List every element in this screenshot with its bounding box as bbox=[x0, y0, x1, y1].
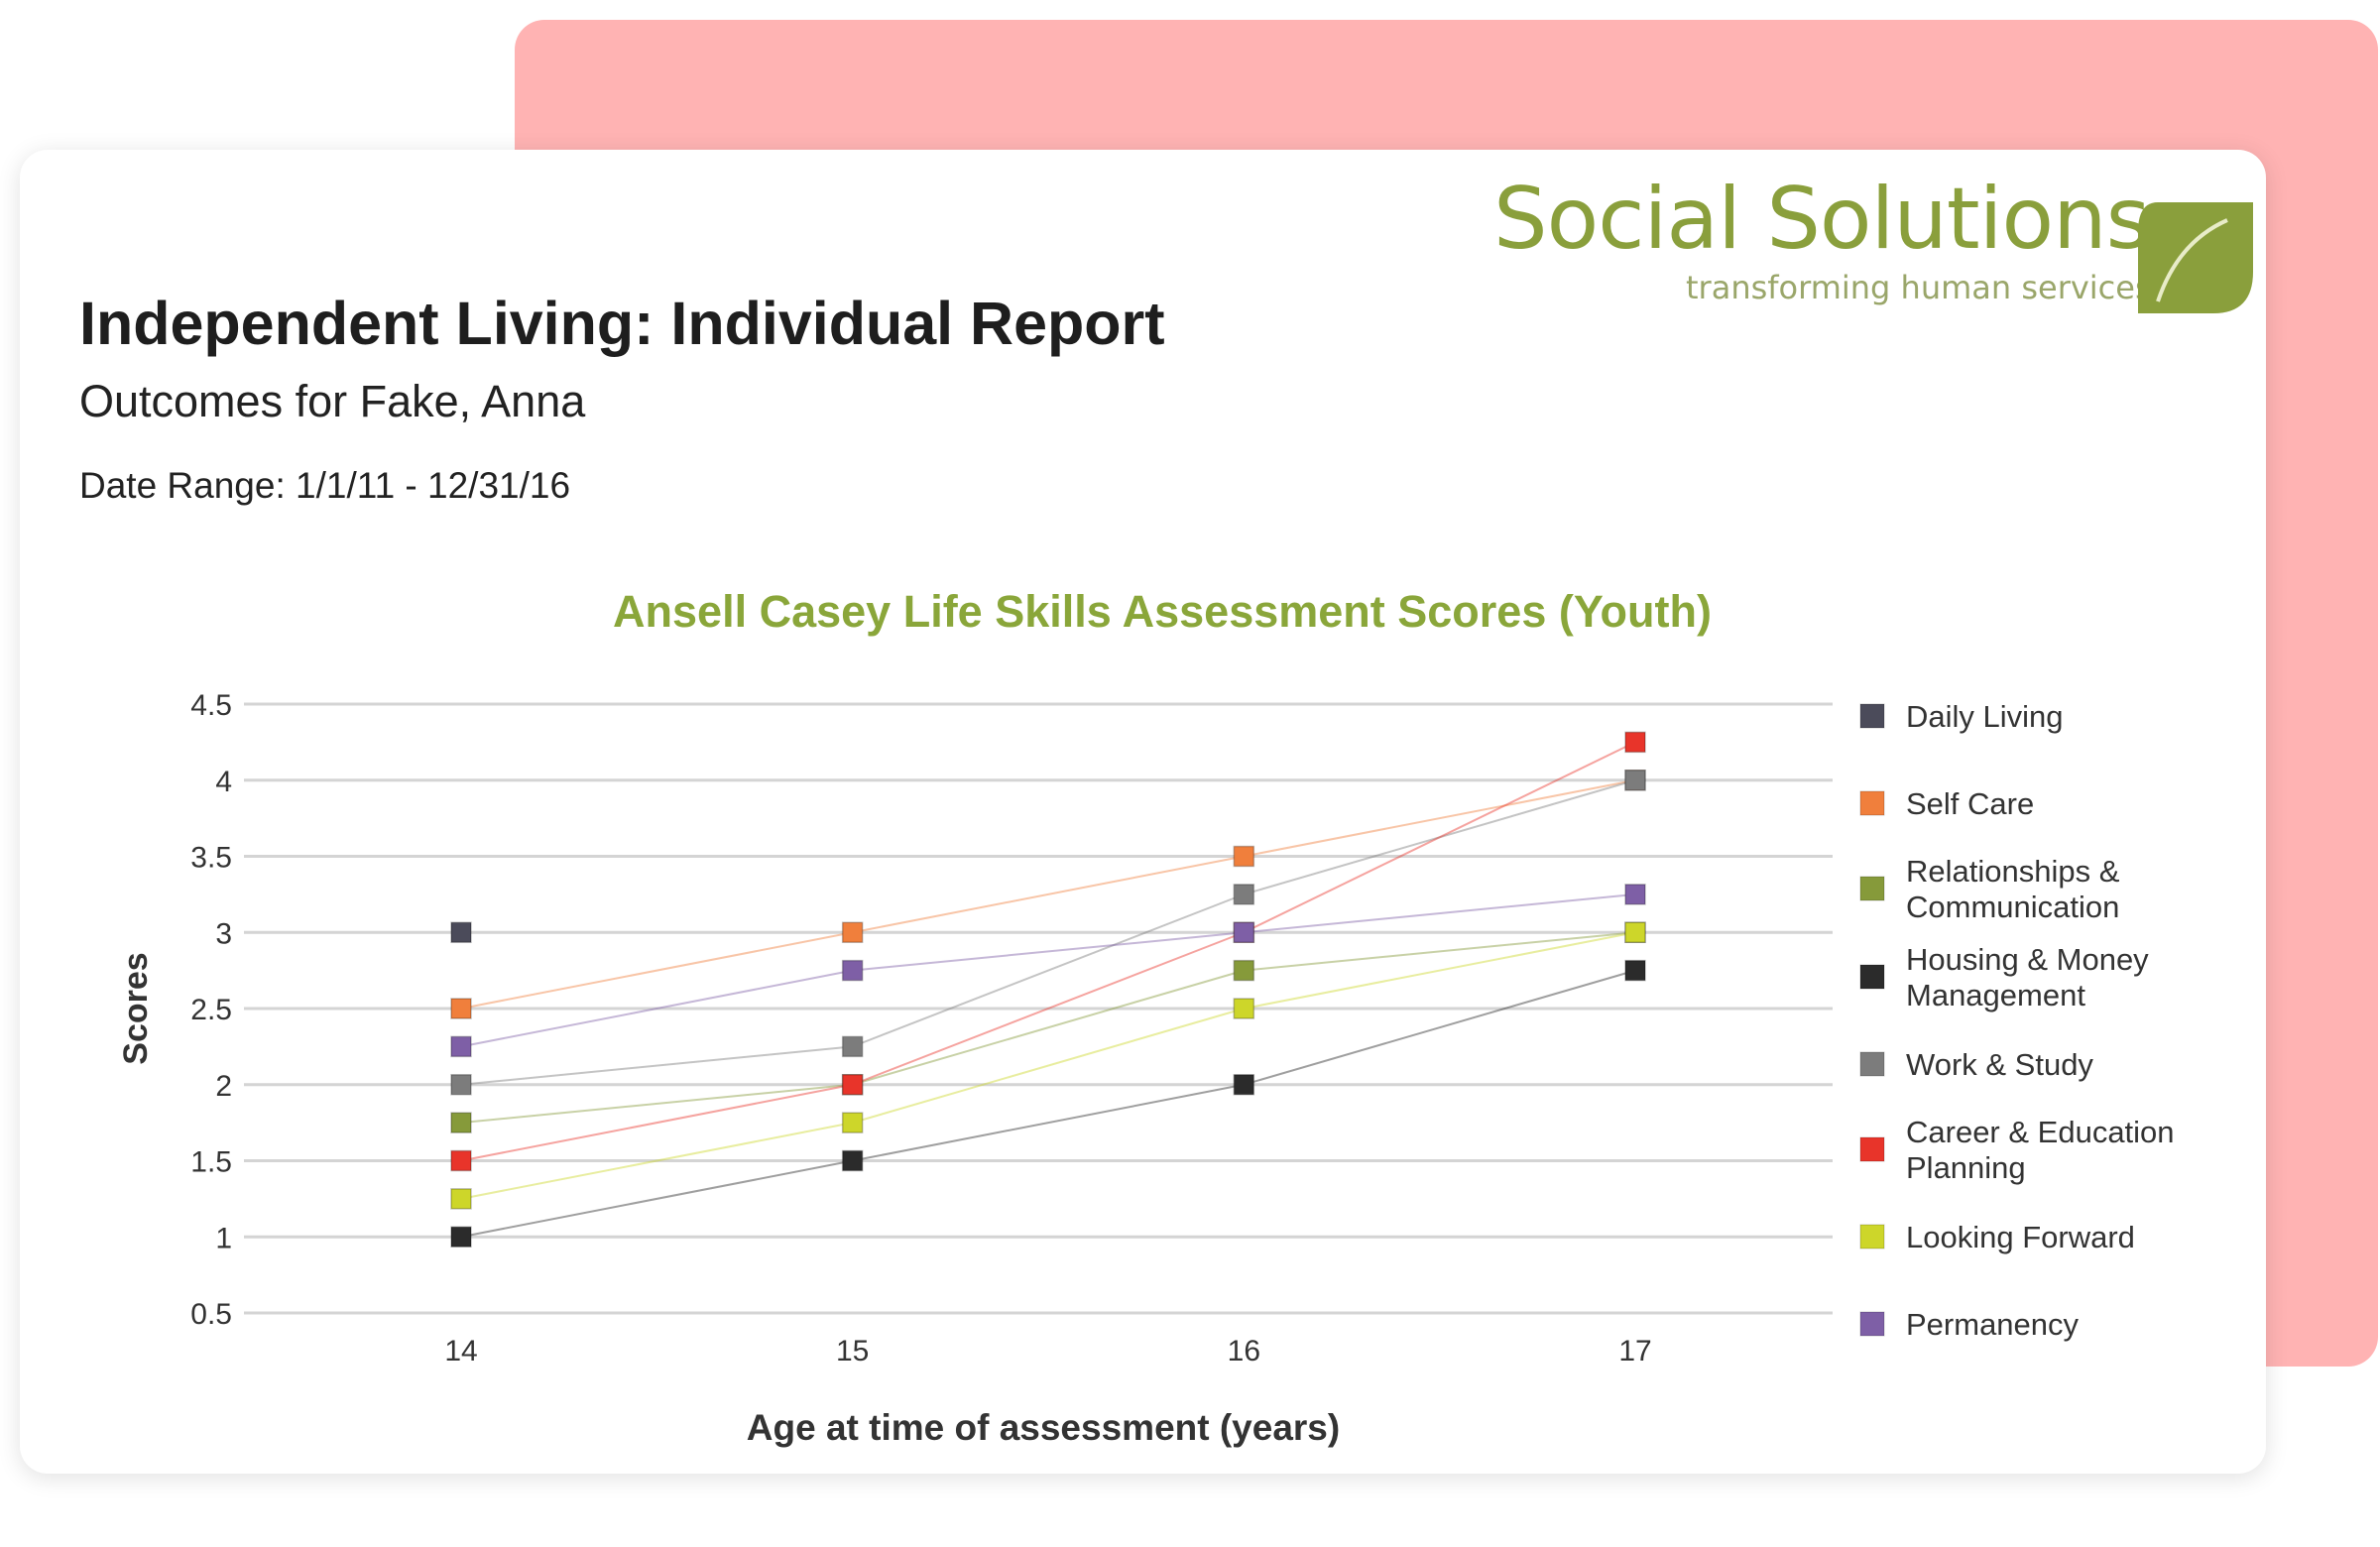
y-tick-label: 1.5 bbox=[190, 1146, 232, 1179]
data-point bbox=[450, 1149, 472, 1172]
data-point bbox=[450, 998, 472, 1019]
legend-label: Permanency bbox=[1906, 1307, 2080, 1342]
legend-label: Work & Study bbox=[1906, 1047, 2093, 1082]
logo-name: Social Solutions bbox=[1493, 170, 2150, 269]
legend-label-line: Communication bbox=[1906, 890, 2119, 924]
data-point bbox=[450, 1226, 472, 1248]
series-line-segment bbox=[852, 1083, 1245, 1162]
series-line-segment bbox=[460, 1083, 853, 1162]
legend-label: Career & Education Planning bbox=[1906, 1115, 2175, 1185]
series-line-segment bbox=[460, 1122, 853, 1200]
legend-label: Daily Living bbox=[1906, 699, 2064, 734]
legend-label-line: Daily Living bbox=[1906, 699, 2064, 734]
legend-swatch bbox=[1859, 1051, 1885, 1077]
y-tick-label: 0.5 bbox=[190, 1298, 232, 1331]
series-line-segment bbox=[852, 931, 1245, 972]
y-tick-label: 3 bbox=[215, 917, 232, 950]
date-range: Date Range: 1/1/11 - 12/31/16 bbox=[79, 465, 571, 506]
legend-label-line: Planning bbox=[1906, 1150, 2026, 1185]
legend-label-line: Career & Education bbox=[1906, 1115, 2175, 1149]
legend-label-line: Management bbox=[1906, 978, 2085, 1012]
series-line-segment bbox=[852, 855, 1245, 934]
legend-label: Housing & Money Management bbox=[1906, 942, 2149, 1012]
legend-swatch bbox=[1859, 876, 1885, 901]
y-axis-label: Scores bbox=[117, 952, 155, 1064]
series-line-segment bbox=[460, 1045, 853, 1086]
data-point bbox=[1624, 959, 1646, 982]
data-point bbox=[450, 1112, 472, 1133]
logo-tagline: transforming human services bbox=[1686, 269, 2152, 306]
series-line-segment bbox=[852, 892, 1245, 1048]
data-point bbox=[841, 921, 864, 943]
data-point bbox=[1233, 921, 1255, 943]
legend-label-line: Housing & Money bbox=[1906, 942, 2149, 977]
data-point bbox=[1233, 998, 1255, 1019]
report-title: Independent Living: Individual Report bbox=[79, 290, 1165, 357]
series-line-segment bbox=[1244, 931, 1636, 972]
legend-swatch bbox=[1859, 964, 1885, 990]
series-line-segment bbox=[460, 931, 853, 1010]
legend-swatch bbox=[1859, 703, 1885, 729]
data-point bbox=[1624, 731, 1646, 754]
series-line-segment bbox=[1244, 778, 1636, 858]
data-point bbox=[1233, 845, 1255, 868]
legend-label-line: Self Care bbox=[1906, 786, 2034, 821]
legend-label: Relationships & Communication bbox=[1906, 854, 2120, 924]
legend-label: Self Care bbox=[1906, 786, 2034, 821]
data-point bbox=[841, 959, 864, 982]
x-tick-label: 14 bbox=[444, 1335, 477, 1368]
series-line-segment bbox=[1244, 931, 1636, 1010]
data-point bbox=[841, 1035, 864, 1058]
x-tick-label: 17 bbox=[1618, 1335, 1651, 1368]
legend-label-line: Permanency bbox=[1906, 1307, 2080, 1342]
legend-swatch bbox=[1859, 1224, 1885, 1250]
data-point bbox=[1624, 921, 1646, 943]
series-line-segment bbox=[460, 1083, 853, 1125]
series-line-segment bbox=[852, 1008, 1245, 1125]
legend-swatch bbox=[1859, 1136, 1885, 1162]
x-tick-label: 15 bbox=[836, 1335, 869, 1368]
report-card: Independent Living: Individual Report Ou… bbox=[20, 150, 2266, 1474]
data-point bbox=[450, 1074, 472, 1096]
data-point bbox=[1233, 884, 1255, 905]
data-point bbox=[1233, 1074, 1255, 1096]
leaf-icon bbox=[2138, 202, 2253, 313]
data-point bbox=[450, 921, 472, 943]
legend-label-line: Work & Study bbox=[1906, 1047, 2093, 1082]
y-tick-label: 2.5 bbox=[190, 994, 232, 1026]
legend-label: Looking Forward bbox=[1906, 1220, 2135, 1254]
y-tick-label: 3.5 bbox=[190, 842, 232, 875]
series-line-segment bbox=[1244, 778, 1636, 895]
data-point bbox=[1233, 959, 1255, 982]
data-point bbox=[450, 1035, 472, 1058]
series-line-segment bbox=[460, 1159, 853, 1239]
series-line-segment bbox=[460, 969, 853, 1048]
y-tick-label: 2 bbox=[215, 1070, 232, 1103]
chart-title: Ansell Casey Life Skills Assessment Scor… bbox=[613, 586, 1712, 637]
social-solutions-logo: Social Solutions transforming human serv… bbox=[1488, 170, 2253, 313]
data-point bbox=[1624, 884, 1646, 905]
legend-label-line: Relationships & bbox=[1906, 854, 2120, 889]
legend-swatch bbox=[1859, 790, 1885, 816]
data-point bbox=[1624, 770, 1646, 791]
series-line-segment bbox=[852, 931, 1245, 1086]
report-subtitle: Outcomes for Fake, Anna bbox=[79, 376, 586, 426]
y-tick-label: 1 bbox=[215, 1222, 232, 1254]
legend-swatch bbox=[1859, 1311, 1885, 1337]
series-line-segment bbox=[1244, 969, 1636, 1086]
y-tick-label: 4 bbox=[215, 766, 232, 798]
data-point bbox=[841, 1074, 864, 1096]
legend-label-line: Looking Forward bbox=[1906, 1220, 2135, 1254]
data-point bbox=[841, 1149, 864, 1172]
series-line-segment bbox=[1244, 892, 1636, 934]
x-axis-label: Age at time of assessment (years) bbox=[747, 1407, 1340, 1448]
y-tick-label: 4.5 bbox=[190, 689, 232, 722]
series-line-segment bbox=[852, 969, 1245, 1086]
data-point bbox=[450, 1188, 472, 1210]
x-tick-label: 16 bbox=[1228, 1335, 1260, 1368]
data-point bbox=[841, 1112, 864, 1133]
series-line-segment bbox=[1243, 741, 1636, 934]
